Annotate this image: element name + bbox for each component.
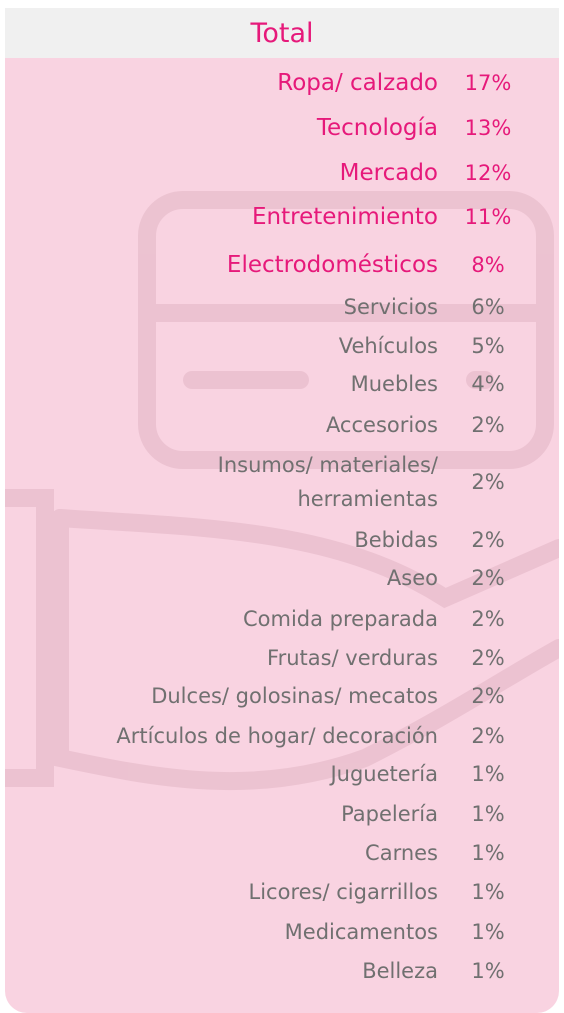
row-label: Electrodomésticos bbox=[226, 252, 438, 278]
table-row: Artículos de hogar/ decoración 2% bbox=[5, 719, 559, 753]
watermark bbox=[5, 191, 559, 791]
row-value: 12% bbox=[464, 161, 512, 185]
row-value: 1% bbox=[471, 920, 505, 944]
table-row: Belleza 1% bbox=[5, 954, 559, 988]
table-row: Juguetería 1% bbox=[5, 757, 559, 791]
row-label: Bebidas bbox=[354, 528, 438, 552]
row-value: 1% bbox=[471, 762, 505, 786]
row-value: 2% bbox=[471, 724, 505, 748]
row-value: 1% bbox=[471, 841, 505, 865]
table-row: Frutas/ verduras 2% bbox=[5, 641, 559, 675]
row-value: 4% bbox=[471, 372, 505, 396]
row-label: Artículos de hogar/ decoración bbox=[116, 724, 438, 748]
row-value: 17% bbox=[464, 71, 512, 95]
table-row: Vehículos 5% bbox=[5, 329, 559, 363]
row-label: Comida preparada bbox=[243, 607, 438, 631]
row-value: 1% bbox=[471, 802, 505, 826]
row-value: 1% bbox=[471, 880, 505, 904]
row-label: Juguetería bbox=[330, 762, 438, 786]
table-row: Insumos/ materiales/ herramientas 2% bbox=[5, 448, 559, 516]
row-value: 11% bbox=[464, 205, 512, 229]
table-row: Muebles 4% bbox=[5, 367, 559, 401]
table-row: Dulces/ golosinas/ mecatos 2% bbox=[5, 679, 559, 713]
row-label: Dulces/ golosinas/ mecatos bbox=[151, 684, 438, 708]
row-label: Entretenimiento bbox=[252, 204, 438, 230]
table-row: Accesorios 2% bbox=[5, 408, 559, 442]
row-label: Accesorios bbox=[325, 413, 438, 437]
table-row: Servicios 6% bbox=[5, 290, 559, 324]
row-label: Belleza bbox=[362, 959, 438, 983]
row-label: Medicamentos bbox=[284, 920, 438, 944]
table-row: Electrodomésticos 8% bbox=[5, 248, 559, 282]
table-row: Papelería 1% bbox=[5, 797, 559, 831]
row-label: Ropa/ calzado bbox=[277, 70, 438, 96]
row-value: 2% bbox=[471, 566, 505, 590]
row-label: Mercado bbox=[339, 160, 438, 186]
row-value: 6% bbox=[471, 295, 505, 319]
table-row: Mercado 12% bbox=[5, 156, 559, 190]
row-label: Tecnología bbox=[316, 115, 438, 141]
table-row: Aseo 2% bbox=[5, 561, 559, 595]
row-label: Muebles bbox=[350, 372, 438, 396]
row-value: 8% bbox=[471, 253, 505, 277]
table-row: Medicamentos 1% bbox=[5, 915, 559, 949]
row-label: Frutas/ verduras bbox=[267, 646, 438, 670]
table-row: Ropa/ calzado 17% bbox=[5, 66, 559, 100]
row-value: 2% bbox=[471, 413, 505, 437]
row-value: 2% bbox=[471, 607, 505, 631]
row-label: Insumos/ materiales/ herramientas bbox=[217, 453, 438, 511]
table-row: Carnes 1% bbox=[5, 836, 559, 870]
row-value: 2% bbox=[471, 528, 505, 552]
table-row: Entretenimiento 11% bbox=[5, 200, 559, 234]
row-label: Carnes bbox=[365, 841, 438, 865]
table-row: Tecnología 13% bbox=[5, 111, 559, 145]
row-label: Vehículos bbox=[338, 334, 438, 358]
table-row: Comida preparada 2% bbox=[5, 602, 559, 636]
row-value: 5% bbox=[471, 334, 505, 358]
panel: Ropa/ calzado 17% Tecnología 13% Mercado 12% E… bbox=[5, 58, 559, 1013]
row-value: 13% bbox=[464, 116, 512, 140]
row-value: 2% bbox=[471, 646, 505, 670]
header: Total bbox=[5, 8, 559, 58]
row-value: 2% bbox=[471, 684, 505, 708]
row-label: Servicios bbox=[343, 295, 438, 319]
row-label: Papelería bbox=[341, 802, 438, 826]
table-row: Licores/ cigarrillos 1% bbox=[5, 875, 559, 909]
row-label: Aseo bbox=[386, 566, 438, 590]
row-label: Licores/ cigarrillos bbox=[248, 880, 438, 904]
row-value: 2% bbox=[471, 470, 505, 494]
table-row: Bebidas 2% bbox=[5, 523, 559, 557]
row-value: 1% bbox=[471, 959, 505, 983]
